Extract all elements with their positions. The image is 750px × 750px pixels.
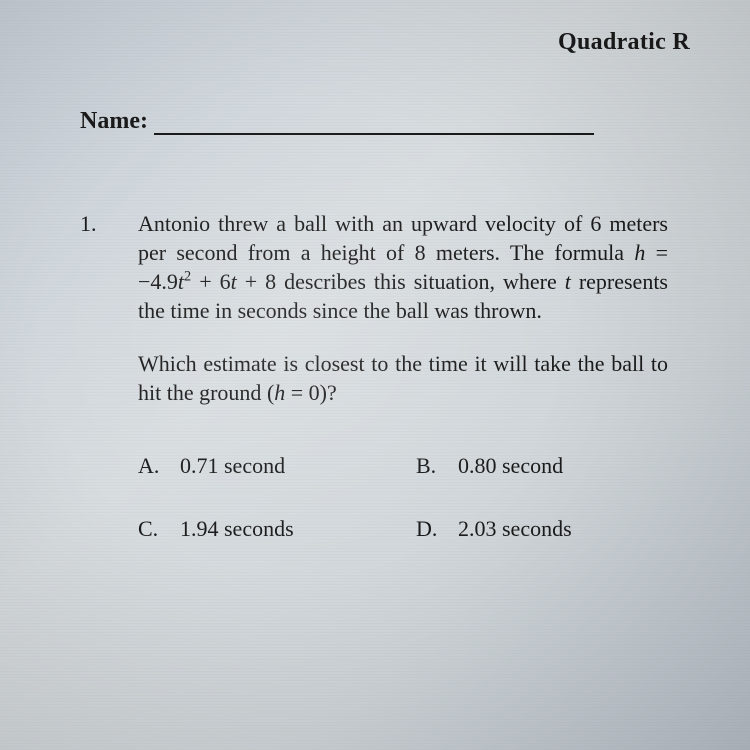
formula-mid: + 6	[191, 269, 230, 294]
choice-text: 0.71 second	[180, 451, 285, 480]
question-paragraph-1: Antonio threw a ball with an upward velo…	[138, 209, 668, 325]
name-row: Name:	[80, 108, 690, 135]
choice-letter: A.	[138, 451, 180, 480]
formula-end: + 8	[237, 269, 276, 294]
choice-text: 2.03 seconds	[458, 514, 572, 543]
formula-eq: =	[645, 240, 668, 265]
para2-q: ?	[327, 380, 337, 405]
choice-a[interactable]: A. 0.71 second	[138, 451, 390, 480]
worksheet-page: Quadratic R Name: 1. Antonio threw a bal…	[0, 0, 750, 750]
choice-c[interactable]: C. 1.94 seconds	[138, 514, 390, 543]
choice-b[interactable]: B. 0.80 second	[416, 451, 668, 480]
name-label: Name:	[80, 108, 148, 135]
para2-h: h	[274, 380, 285, 405]
choice-letter: C.	[138, 514, 180, 543]
para1-post: describes this situation, where	[276, 269, 565, 294]
choice-text: 1.94 seconds	[180, 514, 294, 543]
choice-text: 0.80 second	[458, 451, 563, 480]
question-number: 1.	[80, 209, 138, 543]
para2-pre: Which estimate is closest to the time it…	[138, 351, 668, 405]
answer-choices: A. 0.71 second B. 0.80 second C. 1.94 se…	[138, 451, 668, 543]
question-body: Antonio threw a ball with an upward velo…	[138, 209, 668, 543]
page-header-title: Quadratic R	[80, 29, 690, 56]
choice-letter: D.	[416, 514, 458, 543]
choice-letter: B.	[416, 451, 458, 480]
para1-pre: Antonio threw a ball with an upward velo…	[138, 211, 668, 265]
formula-h: h	[634, 240, 645, 265]
choice-d[interactable]: D. 2.03 seconds	[416, 514, 668, 543]
question-paragraph-2: Which estimate is closest to the time it…	[138, 349, 668, 407]
formula-neg: −4.9	[138, 269, 178, 294]
name-blank-line[interactable]	[154, 113, 594, 135]
question-1: 1. Antonio threw a ball with an upward v…	[80, 209, 690, 543]
para2-eq: = 0)	[285, 380, 327, 405]
